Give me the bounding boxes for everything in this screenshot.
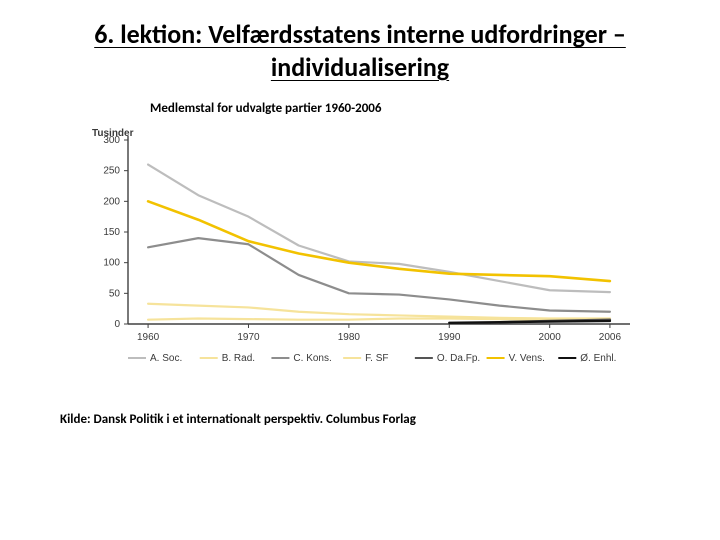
y-tick-label: 200	[103, 196, 120, 207]
chart-container: Tusinder05010015020025030019601970198019…	[80, 122, 640, 382]
y-tick-label: 250	[103, 166, 120, 177]
chart-caption: Medlemstal for udvalgte partier 1960-200…	[150, 101, 690, 116]
legend-label-vens: V. Vens.	[509, 353, 545, 364]
series-line-sf	[148, 318, 610, 319]
y-tick-label: 0	[114, 319, 120, 330]
title-line-1: 6. lektion: Velfærdsstatens interne udfo…	[94, 18, 626, 50]
series-line-rad	[148, 304, 610, 319]
y-tick-label: 150	[103, 227, 120, 238]
slide-title: 6. lektion: Velfærdsstatens interne udfo…	[30, 18, 690, 83]
legend-label-sf: F. SF	[365, 353, 388, 364]
x-tick-label: 1960	[137, 332, 160, 343]
y-tick-label: 300	[103, 135, 120, 146]
legend-label-kons: C. Kons.	[293, 353, 331, 364]
x-tick-label: 1990	[438, 332, 461, 343]
slide: 6. lektion: Velfærdsstatens interne udfo…	[0, 0, 720, 540]
legend-label-rad: B. Rad.	[222, 353, 255, 364]
x-tick-label: 2006	[599, 332, 622, 343]
legend-label-soc: A. Soc.	[150, 353, 182, 364]
title-line-2: individualisering	[271, 51, 449, 83]
x-tick-label: 2000	[539, 332, 562, 343]
legend-label-dafp: O. Da.Fp.	[437, 353, 480, 364]
source-text: Kilde: Dansk Politik i et internationalt…	[60, 412, 690, 427]
series-line-enhl	[449, 321, 610, 323]
y-tick-label: 100	[103, 258, 120, 269]
legend-label-enhl: Ø. Enhl.	[580, 353, 616, 364]
x-tick-label: 1980	[338, 332, 361, 343]
y-tick-label: 50	[109, 288, 121, 299]
x-tick-label: 1970	[237, 332, 260, 343]
line-chart: Tusinder05010015020025030019601970198019…	[80, 122, 640, 382]
